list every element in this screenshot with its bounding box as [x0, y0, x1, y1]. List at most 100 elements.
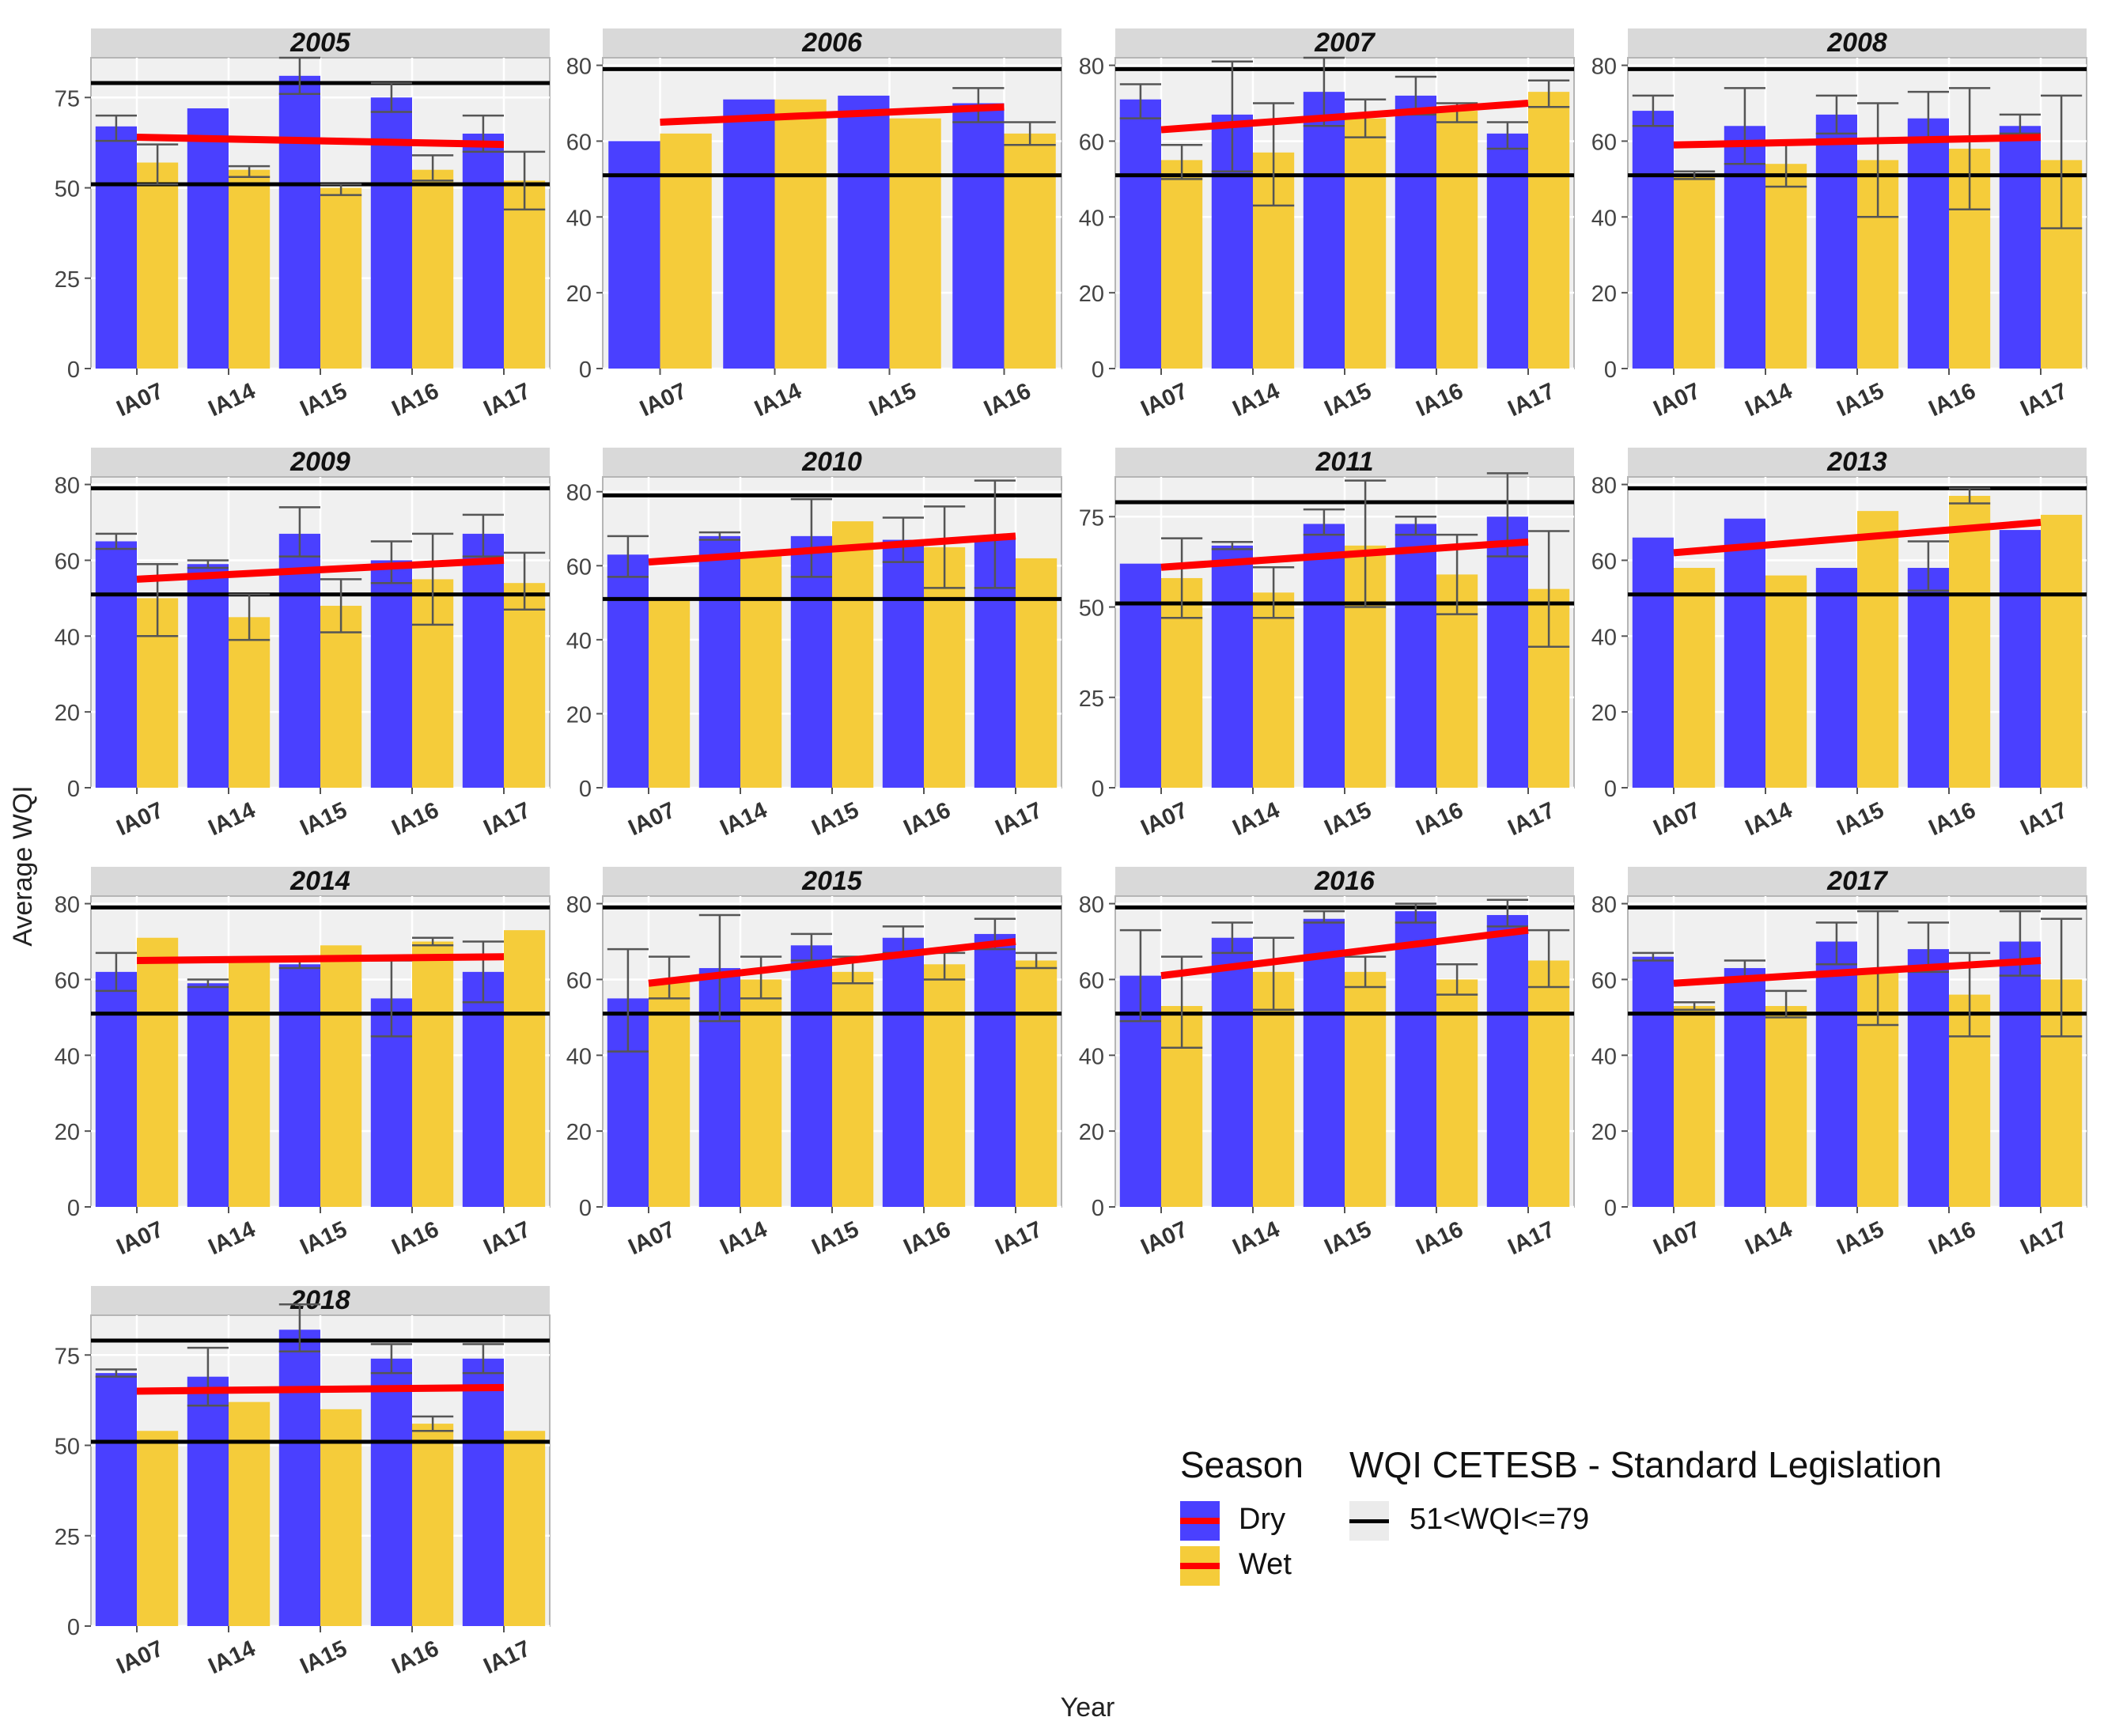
panel-2010: 2010 0 20 40 60 80 IA07 IA14 IA15 IA16 IA17: [566, 447, 1062, 841]
bar-dry: [370, 97, 412, 369]
bar-dry: [1303, 524, 1345, 788]
error-bar-dry: [607, 535, 649, 578]
x-tick-label: IA07: [113, 378, 168, 422]
error-bar-dry: [95, 532, 137, 550]
panel-2014: 2014 0 20 40 60 80 IA07 IA14 IA15 IA16 IA17: [55, 866, 551, 1260]
bar-wet: [740, 979, 782, 1207]
x-tick-label: IA16: [1413, 378, 1467, 422]
y-tick-label: 0: [67, 1196, 80, 1221]
y-tick-label: 50: [55, 1435, 80, 1460]
trend-line: [660, 103, 1005, 126]
y-tick-label: 20: [566, 1120, 592, 1145]
bar-dry: [1815, 941, 1857, 1207]
error-bar-wet: [1765, 989, 1807, 1019]
y-tick-label: 80: [1591, 55, 1617, 80]
x-tick-label: IA14: [717, 1216, 771, 1260]
trend-line: [1673, 519, 2042, 557]
panel-strip: [1115, 28, 1574, 58]
x-tick-label: IA14: [1229, 1216, 1284, 1260]
bar-dry: [608, 141, 660, 369]
error-bar-dry: [1394, 516, 1436, 536]
panel-strip: [91, 1286, 550, 1315]
bar-dry: [790, 535, 832, 788]
bar-wet: [137, 162, 179, 369]
y-tick-label: 0: [1604, 1196, 1617, 1221]
panel-title: 2013: [1826, 447, 1887, 477]
error-bar-dry: [1724, 87, 1765, 165]
error-bar-dry: [95, 114, 137, 142]
bar-dry: [278, 964, 320, 1207]
y-tick-label: 80: [1591, 474, 1617, 499]
bar-dry: [1119, 563, 1161, 788]
error-bar-dry: [1486, 898, 1528, 928]
bar-dry: [1999, 941, 2041, 1207]
x-tick-label: IA07: [1650, 1216, 1705, 1260]
bar-dry: [1394, 911, 1436, 1207]
trend-line: [1673, 956, 2042, 987]
bar-dry: [1394, 95, 1436, 369]
error-bar-wet: [1528, 929, 1570, 989]
bar-dry: [790, 945, 832, 1207]
x-tick-label: IA14: [1229, 378, 1284, 422]
trend-line: [1160, 538, 1529, 571]
bar-dry: [1999, 126, 2041, 369]
error-bar-wet: [1857, 102, 1899, 218]
trend-line: [648, 938, 1016, 987]
x-tick-label: IA16: [1413, 1216, 1467, 1260]
y-tick-label: 75: [55, 1344, 80, 1369]
error-bar-dry: [1303, 508, 1345, 536]
bar-wet: [1016, 558, 1058, 788]
error-bar-wet: [1253, 936, 1295, 1012]
bar-dry: [698, 535, 740, 788]
panel-strip: [1628, 448, 2087, 477]
x-tick-label: IA16: [1925, 797, 1980, 841]
error-bar-dry: [187, 978, 229, 989]
bar-dry: [1486, 914, 1528, 1207]
bar-wet: [889, 118, 941, 369]
trend-line: [1673, 134, 2042, 149]
panel-strip: [1628, 28, 2087, 58]
trend-line: [136, 953, 505, 964]
bar-wet: [832, 521, 874, 788]
error-bar-wet: [1016, 951, 1058, 970]
error-bar-wet: [1004, 121, 1056, 146]
x-tick-label: IA17: [992, 1216, 1046, 1260]
x-tick-label: IA07: [113, 1216, 168, 1260]
bar-wet: [412, 169, 454, 369]
bar-wet: [504, 1431, 546, 1626]
bar-wet: [504, 930, 546, 1207]
bar-wet: [1436, 111, 1478, 369]
x-tick-label: IA14: [1229, 797, 1284, 841]
y-tick-label: 40: [55, 625, 80, 650]
y-tick-label: 20: [566, 282, 592, 307]
panel-title: 2017: [1826, 866, 1889, 896]
bar-wet: [1765, 575, 1807, 788]
y-tick-label: 50: [55, 177, 80, 202]
panel-2015: 2015 0 20 40 60 80 IA07 IA14 IA15 IA16 IA17: [566, 866, 1062, 1260]
y-tick-label: 20: [1079, 282, 1104, 307]
bar-dry: [95, 1373, 137, 1626]
panel-title: 2006: [801, 28, 863, 58]
y-tick-label: 0: [1092, 1196, 1104, 1221]
y-tick-label: 25: [55, 1525, 80, 1550]
error-bar-dry: [1815, 921, 1857, 966]
legend-key-dry: [1180, 1501, 1220, 1541]
y-tick-label: 60: [1591, 130, 1617, 155]
panel-strip: [1115, 867, 1574, 896]
panel-title: 2007: [1314, 28, 1376, 58]
x-tick-label: IA15: [1833, 797, 1888, 841]
x-tick-label: IA15: [808, 1216, 863, 1260]
error-bar-wet: [1949, 87, 1991, 210]
panel-strip: [603, 867, 1061, 896]
y-tick-label: 25: [55, 267, 80, 293]
y-tick-label: 60: [1591, 968, 1617, 993]
bar-dry: [838, 95, 890, 369]
x-tick-label: IA17: [480, 1216, 535, 1260]
bar-wet: [660, 133, 712, 369]
bar-dry: [1724, 126, 1765, 369]
error-bar-wet: [1436, 963, 1478, 996]
y-tick-label: 20: [1079, 1120, 1104, 1145]
bar-dry: [95, 541, 137, 788]
error-bar-dry: [1211, 60, 1253, 173]
